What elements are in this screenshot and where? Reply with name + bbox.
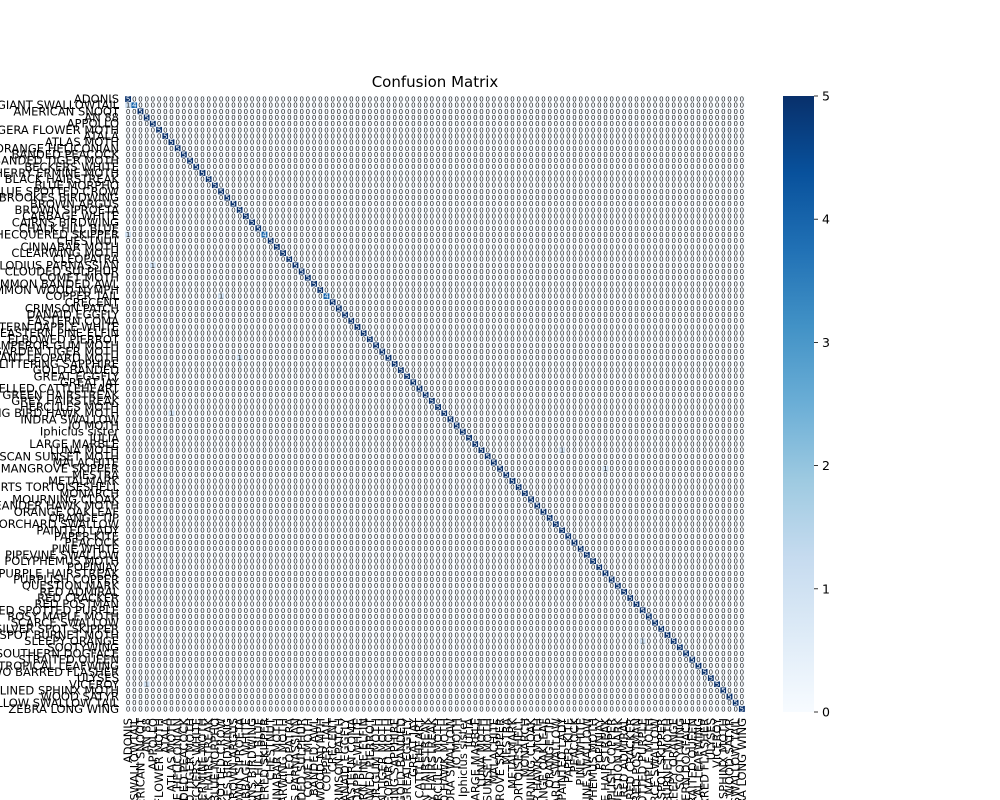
chart-title: Confusion Matrix xyxy=(372,73,499,91)
heatmap-cells xyxy=(124,95,746,713)
